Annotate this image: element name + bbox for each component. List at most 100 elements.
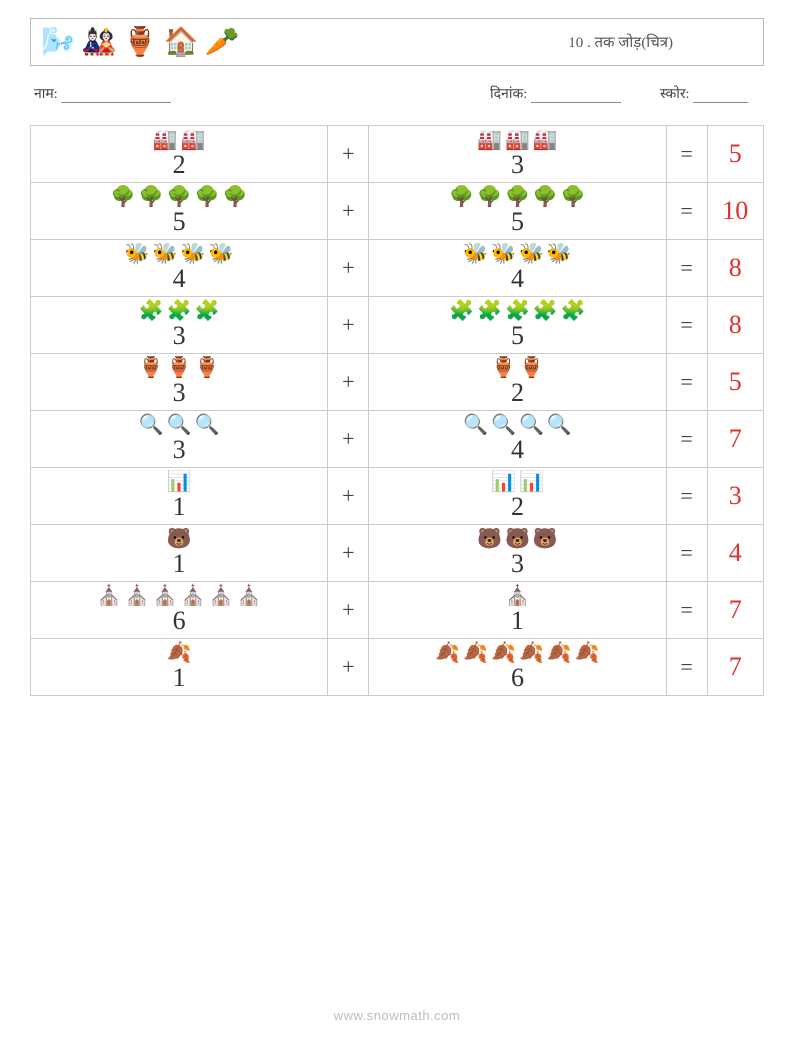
plus-operator: +: [328, 468, 369, 525]
plus-operator: +: [328, 354, 369, 411]
jar-icon: 🏺: [139, 358, 164, 378]
equals-operator: =: [666, 297, 707, 354]
answer-cell: 7: [707, 411, 763, 468]
operand-b: 🍂🍂🍂🍂🍂🍂6: [369, 639, 666, 696]
operand-number: 4: [511, 266, 524, 292]
puzzle-icon: 🧩: [139, 301, 164, 321]
puzzle-icon: 🧩: [449, 301, 474, 321]
operand-a: 🏭🏭2: [31, 126, 328, 183]
tree-icon: 🌳: [561, 187, 586, 207]
footer-watermark: www.snowmath.com: [0, 1008, 794, 1023]
factory-icon: 🏭: [477, 130, 502, 150]
plus-operator: +: [328, 183, 369, 240]
table-row: 📊1 +📊📊2=3: [31, 468, 764, 525]
score-label: स्कोर:: [660, 87, 689, 102]
operand-b: 🔍🔍🔍🔍4: [369, 411, 666, 468]
operand-number: 3: [173, 380, 186, 406]
jar-icon: 🏺: [195, 358, 220, 378]
operand-b: 🏭🏭🏭3: [369, 126, 666, 183]
leaf-icon: 🍂: [547, 643, 572, 663]
tree-icon: 🌳: [139, 187, 164, 207]
plus-operator: +: [328, 582, 369, 639]
operand-b: 🌳🌳🌳🌳🌳5: [369, 183, 666, 240]
table-row: 🏭🏭2+🏭🏭🏭3=5: [31, 126, 764, 183]
operand-number: 5: [511, 209, 524, 235]
answer-cell: 5: [707, 126, 763, 183]
operand-number: 1: [173, 665, 186, 691]
tree-icon: 🌳: [167, 187, 192, 207]
tree-icon: 🌳: [505, 187, 530, 207]
equals-operator: =: [666, 183, 707, 240]
answer-cell: 7: [707, 582, 763, 639]
equals-operator: =: [666, 582, 707, 639]
church-icon: ⛪: [236, 586, 261, 606]
table-row: ⛪⛪⛪⛪⛪⛪6+⛪1=7: [31, 582, 764, 639]
leaf-icon: 🍂: [491, 643, 516, 663]
bear-icon: 🐻: [505, 529, 530, 549]
worksheet-title: 10 . तक जोड़(चित्र): [239, 32, 753, 52]
worksheet-body: 🏭🏭2+🏭🏭🏭3=5🌳🌳🌳🌳🌳5+🌳🌳🌳🌳🌳5=10🐝🐝🐝🐝4+🐝🐝🐝🐝4=8🧩…: [31, 126, 764, 696]
table-row: 🐝🐝🐝🐝4+🐝🐝🐝🐝4=8: [31, 240, 764, 297]
equals-operator: =: [666, 240, 707, 297]
church-icon: ⛪: [125, 586, 150, 606]
header-box: 🌬️🎎🏺🏠🥕 10 . तक जोड़(चित्र): [30, 18, 764, 66]
operand-b: 🐻🐻🐻3: [369, 525, 666, 582]
magnifier-icon: 🔍: [195, 415, 220, 435]
factory-icon: 🏭: [181, 130, 206, 150]
answer-cell: 8: [707, 240, 763, 297]
equals-operator: =: [666, 354, 707, 411]
magnifier-icon: 🔍: [519, 415, 544, 435]
church-icon: ⛪: [209, 586, 234, 606]
beehive-icon: 🐝: [125, 244, 150, 264]
operand-b: ⛪1: [369, 582, 666, 639]
plus-operator: +: [328, 411, 369, 468]
puzzle-icon: 🧩: [195, 301, 220, 321]
leaf-icon: 🍂: [575, 643, 600, 663]
puzzle-icon: 🧩: [167, 301, 192, 321]
equals-operator: =: [666, 468, 707, 525]
operand-a: 🐝🐝🐝🐝4: [31, 240, 328, 297]
operand-number: 3: [173, 437, 186, 463]
operand-number: 6: [511, 665, 524, 691]
answer-cell: 3: [707, 468, 763, 525]
operand-number: 3: [173, 323, 186, 349]
scarecrow-icon: 🎎: [82, 25, 117, 59]
puzzle-icon: 🧩: [561, 301, 586, 321]
jar-icon: 🏺: [167, 358, 192, 378]
church-icon: ⛪: [181, 586, 206, 606]
operand-number: 1: [511, 608, 524, 634]
magnifier-icon: 🔍: [547, 415, 572, 435]
operand-a: 🏺🏺🏺3: [31, 354, 328, 411]
operand-a: 🐻1: [31, 525, 328, 582]
beehive-icon: 🐝: [209, 244, 234, 264]
operand-a: 🧩🧩🧩3: [31, 297, 328, 354]
factory-icon: 🏭: [533, 130, 558, 150]
chart-icon: 📊: [167, 472, 192, 492]
jar-icon: 🏺: [519, 358, 544, 378]
worksheet-table: 🏭🏭2+🏭🏭🏭3=5🌳🌳🌳🌳🌳5+🌳🌳🌳🌳🌳5=10🐝🐝🐝🐝4+🐝🐝🐝🐝4=8🧩…: [30, 125, 764, 696]
pot-icon: 🏺: [123, 25, 158, 59]
tree-icon: 🌳: [195, 187, 220, 207]
date-label: दिनांक:: [490, 87, 527, 102]
leaf-icon: 🍂: [435, 643, 460, 663]
leaf-icon: 🍂: [519, 643, 544, 663]
date-field: दिनांक:: [490, 84, 660, 103]
equals-operator: =: [666, 525, 707, 582]
operand-b: 🏺🏺2: [369, 354, 666, 411]
beehive-icon: 🐝: [491, 244, 516, 264]
answer-cell: 10: [707, 183, 763, 240]
church-icon: ⛪: [97, 586, 122, 606]
meta-row: नाम: दिनांक: स्कोर:: [30, 84, 764, 103]
operand-a: 🌳🌳🌳🌳🌳5: [31, 183, 328, 240]
plus-operator: +: [328, 297, 369, 354]
answer-cell: 7: [707, 639, 763, 696]
operand-number: 2: [511, 380, 524, 406]
answer-cell: 5: [707, 354, 763, 411]
operand-b: 📊📊2: [369, 468, 666, 525]
operand-number: 1: [173, 494, 186, 520]
date-blank: [531, 89, 621, 103]
bear-icon: 🐻: [533, 529, 558, 549]
tree-icon: 🌳: [477, 187, 502, 207]
table-row: 🧩🧩🧩3+🧩🧩🧩🧩🧩5=8: [31, 297, 764, 354]
operand-number: 1: [173, 551, 186, 577]
